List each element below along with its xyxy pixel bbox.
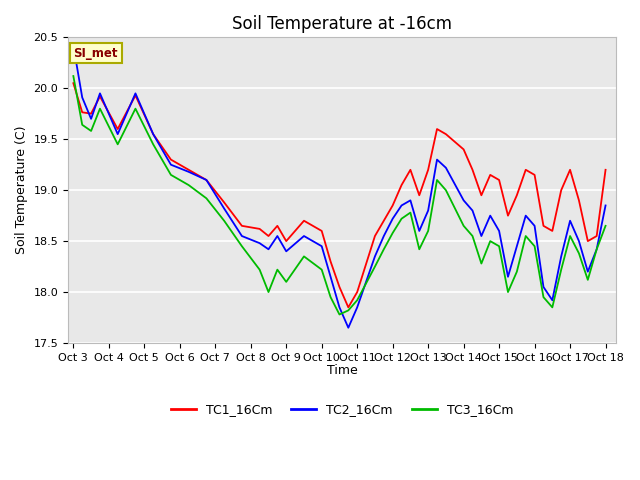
TC3_16Cm — [362, 280, 370, 286]
TC3_16Cm — [194, 189, 202, 194]
TC1_16Cm — [362, 261, 370, 267]
TC1_16Cm — [194, 172, 202, 178]
TC2_16Cm — [540, 284, 547, 290]
Line: TC3_16Cm: TC3_16Cm — [74, 76, 605, 314]
Y-axis label: Soil Temperature (C): Soil Temperature (C) — [15, 126, 28, 254]
Text: SI_met: SI_met — [74, 47, 118, 60]
TC2_16Cm — [602, 203, 609, 208]
TC1_16Cm — [344, 304, 352, 310]
TC2_16Cm — [194, 173, 202, 179]
TC1_16Cm — [176, 162, 184, 168]
Legend: TC1_16Cm, TC2_16Cm, TC3_16Cm: TC1_16Cm, TC2_16Cm, TC3_16Cm — [166, 398, 518, 421]
TC1_16Cm — [602, 167, 609, 173]
TC3_16Cm — [256, 267, 264, 273]
TC3_16Cm — [397, 216, 405, 222]
TC2_16Cm — [344, 325, 352, 331]
Line: TC1_16Cm: TC1_16Cm — [74, 83, 605, 307]
TC1_16Cm — [256, 226, 264, 232]
TC2_16Cm — [70, 43, 77, 48]
TC3_16Cm — [70, 73, 77, 79]
TC3_16Cm — [540, 294, 547, 300]
TC2_16Cm — [176, 166, 184, 171]
Line: TC2_16Cm: TC2_16Cm — [74, 46, 605, 328]
TC2_16Cm — [362, 279, 370, 285]
TC3_16Cm — [176, 177, 184, 183]
TC2_16Cm — [397, 203, 405, 208]
TC2_16Cm — [256, 240, 264, 246]
TC1_16Cm — [70, 80, 77, 86]
TC3_16Cm — [335, 312, 343, 317]
Title: Soil Temperature at -16cm: Soil Temperature at -16cm — [232, 15, 452, 33]
X-axis label: Time: Time — [327, 364, 358, 377]
TC1_16Cm — [540, 223, 547, 228]
TC3_16Cm — [602, 223, 609, 228]
TC1_16Cm — [397, 182, 405, 188]
